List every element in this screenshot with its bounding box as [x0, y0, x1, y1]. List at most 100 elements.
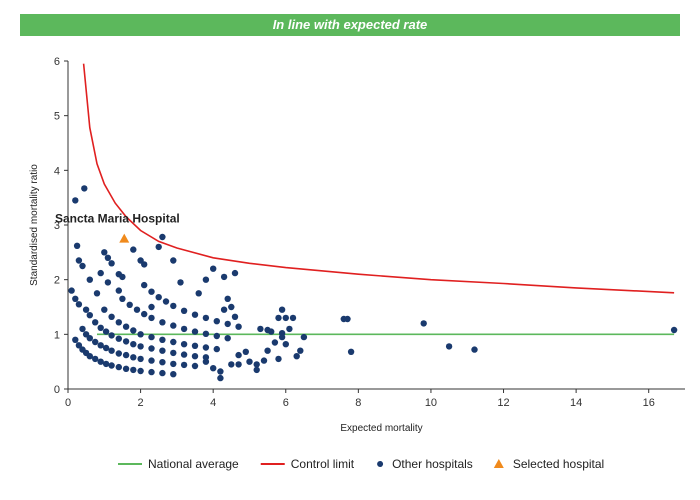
other-hospital-point[interactable] [72, 336, 79, 343]
other-hospital-point[interactable] [104, 254, 112, 261]
other-hospital-point[interactable] [231, 269, 239, 277]
other-hospital-point[interactable] [115, 350, 123, 357]
other-hospital-point[interactable] [471, 346, 478, 353]
other-hospital-point[interactable] [97, 269, 104, 277]
other-hospital-point[interactable] [102, 360, 110, 368]
other-hospital-point[interactable] [202, 330, 210, 337]
other-hospital-point[interactable] [224, 335, 231, 342]
other-hospital-point[interactable] [278, 330, 286, 337]
other-hospital-point[interactable] [278, 306, 286, 313]
other-hospital-point[interactable] [122, 323, 130, 330]
other-hospital-point[interactable] [170, 302, 177, 310]
other-hospital-point[interactable] [297, 347, 304, 354]
other-hospital-point[interactable] [180, 341, 188, 348]
other-hospital-point[interactable] [72, 197, 79, 204]
other-hospital-point[interactable] [170, 349, 177, 357]
other-hospital-point[interactable] [75, 342, 83, 349]
other-hospital-point[interactable] [213, 318, 220, 325]
other-hospital-point[interactable] [220, 273, 228, 281]
other-hospital-point[interactable] [108, 362, 115, 369]
other-hospital-point[interactable] [670, 326, 678, 334]
other-hospital-point[interactable] [126, 301, 133, 308]
other-hospital-point[interactable] [101, 249, 108, 256]
other-hospital-point[interactable] [217, 374, 224, 382]
other-hospital-point[interactable] [257, 325, 264, 333]
other-hospital-point[interactable] [344, 315, 351, 323]
other-hospital-point[interactable] [92, 338, 99, 346]
other-hospital-point[interactable] [260, 357, 268, 364]
other-hospital-point[interactable] [141, 281, 148, 289]
other-hospital-point[interactable] [264, 347, 271, 354]
other-hospital-point[interactable] [92, 355, 99, 363]
other-hospital-point[interactable] [97, 358, 104, 365]
other-hospital-point[interactable] [92, 319, 99, 326]
other-hospital-point[interactable] [101, 306, 108, 313]
other-hospital-point[interactable] [170, 338, 177, 346]
other-hospital-point[interactable] [86, 353, 94, 360]
other-hospital-point[interactable] [231, 313, 239, 320]
other-hospital-point[interactable] [159, 359, 166, 366]
other-hospital-point[interactable] [195, 290, 202, 297]
other-hospital-point[interactable] [130, 327, 137, 334]
other-hospital-point[interactable] [115, 335, 123, 342]
other-hospital-point[interactable] [275, 355, 282, 363]
other-hospital-point[interactable] [130, 354, 137, 361]
other-hospital-point[interactable] [155, 243, 162, 251]
other-hospital-point[interactable] [97, 342, 104, 349]
other-hospital-point[interactable] [180, 351, 188, 358]
other-hospital-point[interactable] [213, 345, 220, 353]
other-hospital-point[interactable] [210, 365, 217, 372]
other-hospital-point[interactable] [137, 367, 144, 375]
other-hospital-point[interactable] [235, 323, 242, 330]
other-hospital-point[interactable] [224, 295, 231, 302]
other-hospital-point[interactable] [130, 246, 137, 253]
other-hospital-point[interactable] [264, 326, 271, 334]
other-hospital-point[interactable] [130, 341, 137, 348]
other-hospital-point[interactable] [293, 353, 300, 360]
other-hospital-point[interactable] [108, 260, 115, 267]
other-hospital-point[interactable] [235, 351, 242, 359]
other-hospital-point[interactable] [213, 332, 220, 340]
other-hospital-point[interactable] [130, 366, 137, 374]
other-hospital-point[interactable] [108, 313, 115, 320]
other-hospital-point[interactable] [191, 353, 199, 360]
other-hospital-point[interactable] [141, 261, 148, 268]
other-hospital-point[interactable] [75, 301, 83, 308]
other-hospital-point[interactable] [79, 325, 86, 333]
other-hospital-point[interactable] [72, 295, 79, 302]
other-hospital-point[interactable] [115, 319, 123, 326]
other-hospital-point[interactable] [253, 361, 260, 368]
other-hospital-point[interactable] [271, 339, 279, 346]
other-hospital-point[interactable] [191, 328, 199, 335]
other-hospital-point[interactable] [159, 369, 166, 377]
other-hospital-point[interactable] [180, 361, 188, 369]
other-hospital-point[interactable] [228, 303, 235, 311]
other-hospital-point[interactable] [97, 324, 104, 331]
other-hospital-point[interactable] [148, 288, 155, 295]
other-hospital-point[interactable] [191, 342, 199, 349]
other-hospital-point[interactable] [162, 298, 170, 305]
other-hospital-point[interactable] [115, 287, 123, 294]
other-hospital-point[interactable] [155, 294, 162, 301]
other-hospital-point[interactable] [119, 273, 126, 281]
other-hospital-point[interactable] [86, 312, 94, 319]
other-hospital-point[interactable] [79, 262, 86, 270]
other-hospital-point[interactable] [148, 303, 155, 311]
other-hospital-point[interactable] [180, 307, 188, 314]
other-hospital-point[interactable] [445, 343, 453, 350]
other-hospital-point[interactable] [170, 257, 177, 264]
other-hospital-point[interactable] [210, 265, 217, 272]
other-hospital-point[interactable] [122, 351, 130, 359]
other-hospital-point[interactable] [159, 347, 166, 354]
other-hospital-point[interactable] [73, 242, 81, 249]
other-hospital-point[interactable] [81, 185, 88, 192]
other-hospital-point[interactable] [141, 310, 148, 318]
other-hospital-point[interactable] [220, 306, 228, 313]
other-hospital-point[interactable] [289, 314, 297, 322]
other-hospital-point[interactable] [202, 276, 210, 283]
other-hospital-point[interactable] [217, 368, 224, 375]
other-hospital-point[interactable] [137, 355, 144, 363]
other-hospital-point[interactable] [282, 314, 289, 322]
selected-hospital-marker[interactable] [119, 233, 130, 243]
other-hospital-point[interactable] [148, 357, 155, 364]
